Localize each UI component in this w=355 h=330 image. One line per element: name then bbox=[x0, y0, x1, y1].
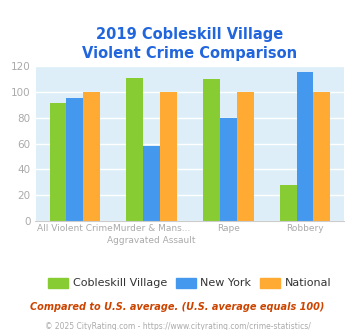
Legend: Cobleskill Village, New York, National: Cobleskill Village, New York, National bbox=[44, 273, 336, 293]
Bar bbox=[313, 92, 330, 221]
Bar bbox=[50, 104, 66, 221]
Bar bbox=[220, 118, 237, 221]
Bar bbox=[66, 98, 83, 221]
Bar bbox=[280, 185, 296, 221]
Bar bbox=[126, 78, 143, 221]
Text: © 2025 CityRating.com - https://www.cityrating.com/crime-statistics/: © 2025 CityRating.com - https://www.city… bbox=[45, 322, 310, 330]
Bar bbox=[296, 73, 313, 221]
Bar bbox=[203, 79, 220, 221]
Bar bbox=[160, 92, 177, 221]
Bar bbox=[83, 92, 100, 221]
Bar bbox=[143, 146, 160, 221]
Title: 2019 Cobleskill Village
Violent Crime Comparison: 2019 Cobleskill Village Violent Crime Co… bbox=[82, 27, 297, 61]
Bar bbox=[237, 92, 253, 221]
Text: Compared to U.S. average. (U.S. average equals 100): Compared to U.S. average. (U.S. average … bbox=[30, 302, 325, 312]
